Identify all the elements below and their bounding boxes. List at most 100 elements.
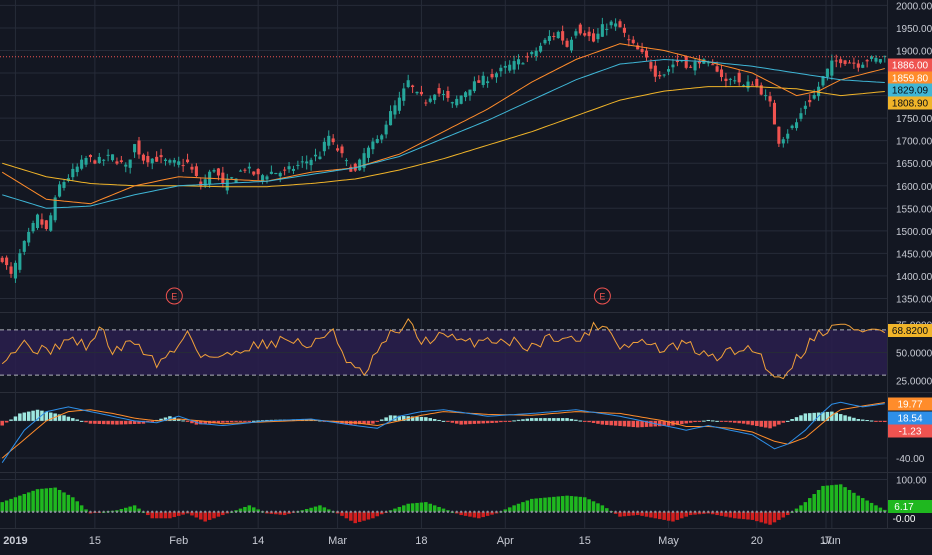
candle-body [662, 74, 666, 76]
candle-body [861, 64, 865, 68]
macd-histogram-bar [22, 412, 27, 421]
macd-histogram-bar [543, 418, 547, 421]
candle-body [627, 39, 631, 41]
oscillator-bar [309, 507, 313, 512]
macd-histogram-bar [388, 415, 393, 421]
rsi-axis-tick-label: 50.0000 [896, 349, 932, 360]
candle-body [419, 91, 423, 95]
oscillator-bar [485, 511, 490, 516]
price-axis-tick-label: 1550.00 [896, 204, 932, 215]
zero-dot [14, 510, 17, 514]
macd-histogram-bar [680, 420, 684, 425]
macd-histogram-bar [190, 420, 194, 424]
macd-histogram-bar [763, 420, 768, 428]
zero-dot [539, 510, 542, 514]
candle-body [0, 257, 4, 262]
price-value-label-box [888, 83, 932, 97]
zero-dot [151, 510, 154, 514]
oscillator-zero-label: -0.00 [893, 514, 916, 525]
candle-body [344, 160, 348, 162]
macd-histogram-bar [199, 420, 203, 425]
zero-dot [455, 510, 458, 514]
macd-histogram-bar [115, 420, 119, 425]
oscillator-bar [750, 511, 755, 520]
zero-dot [751, 510, 754, 514]
candle-body [728, 78, 732, 80]
candle-body [212, 170, 216, 172]
zero-dot [345, 510, 348, 514]
zero-dot [821, 510, 825, 514]
oscillator-bar [282, 511, 287, 516]
zero-dot [270, 510, 273, 514]
macd-histogram-bar [424, 417, 428, 421]
zero-dot [707, 510, 710, 514]
oscillator-bar [437, 506, 441, 512]
oscillator-bar [715, 511, 719, 516]
candle-body [380, 135, 384, 140]
macd-histogram-bar [13, 416, 18, 421]
oscillator-bar [459, 511, 463, 516]
zero-dot [49, 510, 52, 514]
macd-histogram-bar [454, 420, 459, 424]
zero-dot [186, 510, 189, 514]
oscillator-bar [821, 485, 825, 512]
zero-dot [667, 510, 670, 514]
oscillator-bar [35, 489, 40, 512]
candle-body [146, 156, 150, 163]
zero-dot [384, 510, 388, 514]
zero-dot [358, 510, 361, 514]
oscillator-bar [808, 498, 812, 512]
oscillator-bar [847, 489, 852, 512]
macd-histogram-bar [375, 420, 380, 422]
candle-body [534, 50, 538, 57]
zero-dot [58, 510, 61, 514]
zero-dot [609, 510, 613, 514]
oscillator-bar [684, 511, 688, 517]
oscillator-bar [724, 511, 728, 517]
candle-body [318, 156, 322, 160]
zero-dot [301, 510, 304, 514]
candle-body [450, 102, 454, 104]
candle-body [543, 39, 547, 44]
zero-dot [517, 510, 520, 514]
zero-dot [592, 510, 595, 514]
candle-body [477, 80, 481, 83]
zero-dot [676, 510, 679, 514]
x-axis-tick-label: 20 [751, 535, 763, 547]
oscillator-bar [825, 485, 830, 512]
zero-dot [429, 510, 432, 514]
oscillator-bar [75, 501, 79, 512]
macd-histogram-bar [777, 420, 781, 425]
candle-body [415, 91, 419, 94]
zero-dot [380, 510, 383, 514]
candle-body [781, 139, 785, 144]
macd-histogram-bar [675, 420, 680, 425]
macd-line [1, 401, 885, 463]
oscillator-bar [181, 511, 185, 515]
oscillator-bar [560, 496, 565, 512]
macd-histogram-bar [622, 420, 627, 427]
candle-body [715, 66, 719, 72]
oscillator-bar [516, 503, 521, 512]
candle-body [852, 62, 856, 64]
zero-dot [720, 510, 723, 514]
oscillator-bar [168, 511, 172, 519]
zero-dot [587, 510, 591, 514]
macd-histogram-bar [821, 412, 825, 421]
oscillator-bar [57, 489, 62, 512]
oscillator-bar [843, 487, 847, 512]
oscillator-bar [666, 511, 671, 521]
candle-body [808, 100, 812, 103]
macd-axis-tick-label: -40.00 [896, 454, 925, 465]
macd-histogram-bar [84, 420, 88, 423]
candle-body [653, 65, 657, 77]
macd-histogram-bar [57, 414, 62, 421]
oscillator-bar [569, 496, 574, 512]
oscillator-bar [304, 508, 309, 512]
candle-body [133, 144, 137, 153]
candle-body [172, 160, 176, 163]
macd-histogram-bar [693, 420, 697, 423]
candle-body [159, 155, 163, 158]
